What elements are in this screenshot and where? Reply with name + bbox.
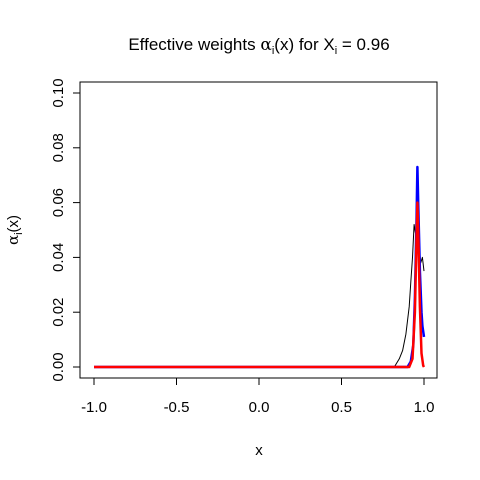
x-tick-label: 0.5	[331, 399, 352, 416]
x-axis: -1.0 -0.5 0.0 0.5 1.0	[81, 377, 435, 416]
x-tick-label: 0.0	[249, 399, 270, 416]
y-axis-label: αi(x)	[4, 215, 25, 245]
series-line-2	[94, 165, 426, 369]
y-tick-label: 0.04	[50, 243, 67, 272]
x-tick-label: -1.0	[81, 399, 107, 416]
plot-frame	[79, 81, 438, 379]
y-tick-label: 0.06	[50, 188, 67, 217]
y-tick-label: 0.08	[50, 133, 67, 162]
y-axis: 0.00 0.02 0.04 0.06 0.08 0.10	[50, 78, 81, 382]
series-line-3	[94, 201, 426, 369]
y-tick-label: 0.02	[50, 298, 67, 327]
x-tick-label: -0.5	[164, 399, 190, 416]
series-layer	[94, 165, 426, 369]
chart-title: Effective weights αi(x) for Xi = 0.96	[128, 35, 389, 57]
x-axis-label: x	[255, 442, 263, 459]
x-tick-label: 1.0	[414, 399, 435, 416]
y-tick-label: 0.00	[50, 352, 67, 381]
y-tick-label: 0.10	[50, 78, 67, 107]
series-line-1	[94, 224, 425, 368]
